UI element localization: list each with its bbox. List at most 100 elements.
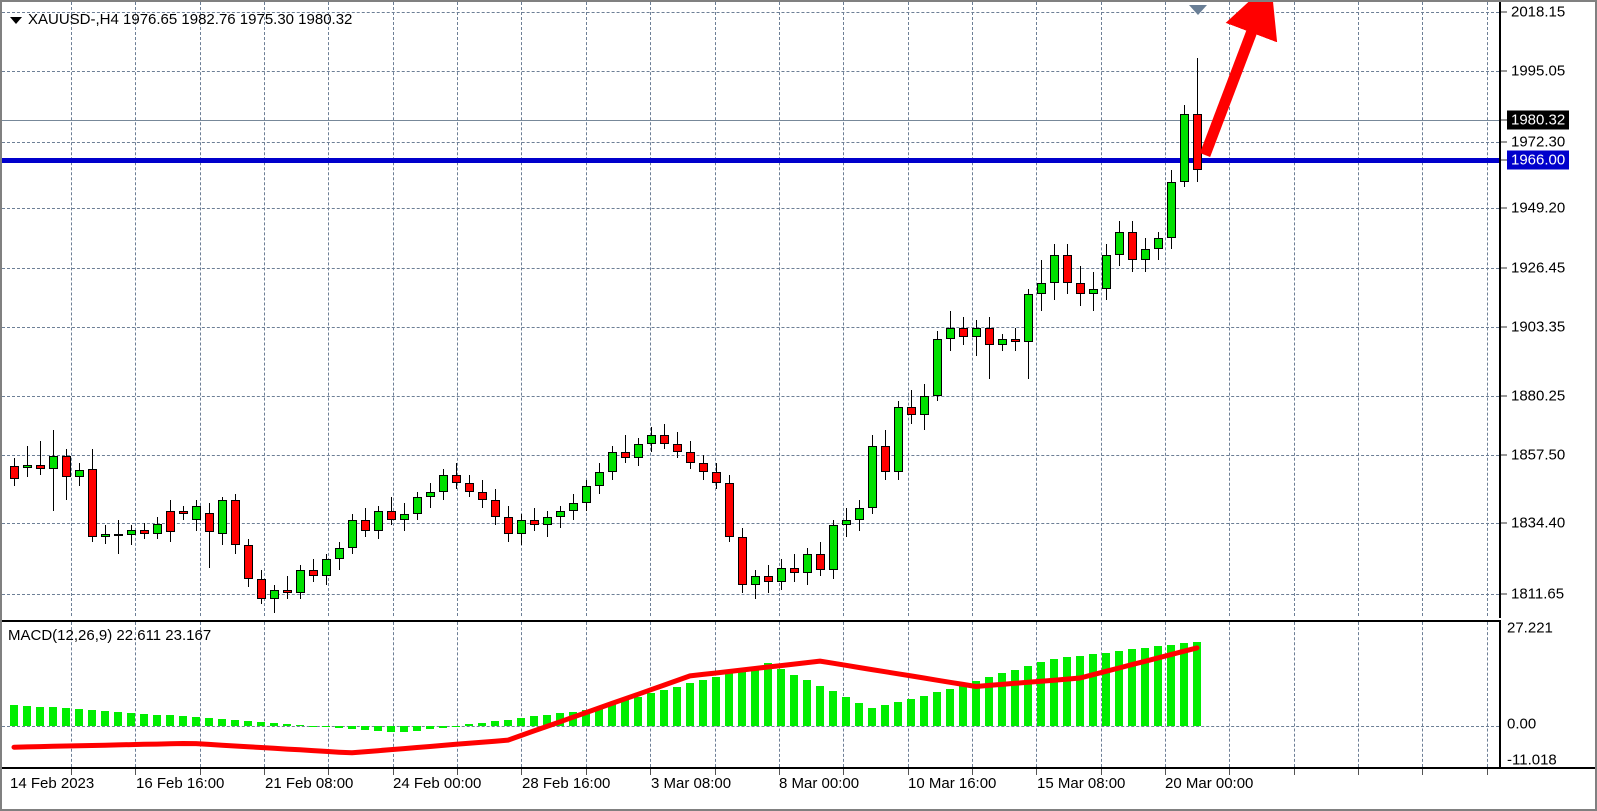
macd-histogram-bar bbox=[1011, 669, 1019, 726]
macd-histogram-bar bbox=[1076, 655, 1084, 726]
macd-histogram-bar bbox=[608, 703, 616, 726]
candlestick-body bbox=[465, 483, 474, 492]
candle-wick bbox=[794, 553, 795, 582]
macd-histogram-bar bbox=[803, 680, 811, 726]
macd-histogram-bar bbox=[348, 726, 356, 729]
chart-symbol-header: XAUUSD-,H4 1976.65 1982.76 1975.30 1980.… bbox=[10, 11, 352, 28]
candlestick-body bbox=[1115, 232, 1124, 255]
candlestick-body bbox=[673, 443, 682, 453]
price-scale-tick bbox=[1501, 395, 1507, 397]
time-axis-tick bbox=[908, 769, 909, 775]
macd-histogram-bar bbox=[1180, 643, 1188, 726]
time-axis-tick bbox=[1358, 769, 1359, 775]
price-gridline-horizontal bbox=[2, 455, 1499, 456]
macd-histogram-bar bbox=[88, 710, 96, 726]
macd-histogram-bar bbox=[231, 719, 239, 726]
time-axis-tick bbox=[843, 769, 844, 775]
time-axis-tick bbox=[715, 769, 716, 775]
time-axis-tick bbox=[521, 769, 522, 775]
candlestick-body bbox=[491, 500, 500, 517]
macd-gridline-vertical bbox=[71, 622, 72, 767]
price-scale-label: 1903.35 bbox=[1511, 318, 1566, 336]
candle-wick bbox=[53, 429, 54, 512]
candlestick-body bbox=[179, 511, 188, 515]
candlestick-body bbox=[686, 452, 695, 464]
macd-histogram-bar bbox=[413, 726, 421, 731]
price-scale-axis[interactable]: 2018.15 1995.05 1980.32 1972.30 1966.00 1949.… bbox=[1501, 2, 1595, 769]
candlestick-body bbox=[270, 590, 279, 599]
candle-wick bbox=[534, 508, 535, 531]
candlestick-body bbox=[75, 470, 84, 478]
candlestick-body bbox=[738, 536, 747, 585]
price-scale-tick bbox=[1501, 593, 1507, 595]
macd-histogram-bar bbox=[1154, 646, 1162, 726]
price-scale-tick bbox=[1501, 141, 1507, 143]
candlestick-body bbox=[1050, 254, 1059, 283]
price-gridline-vertical bbox=[200, 2, 201, 616]
macd-indicator-pane[interactable]: MACD(12,26,9) 22.611 23.167 bbox=[2, 620, 1499, 767]
triangle-down-icon[interactable] bbox=[10, 16, 22, 24]
macd-histogram-bar bbox=[1063, 657, 1071, 726]
macd-histogram-bar bbox=[179, 716, 187, 726]
price-scale-tick bbox=[1501, 207, 1507, 209]
candlestick-body bbox=[959, 328, 968, 337]
candle-wick bbox=[976, 319, 977, 357]
macd-histogram-bar bbox=[1102, 652, 1110, 726]
candlestick-body bbox=[322, 559, 331, 577]
current-price-line[interactable] bbox=[2, 120, 1499, 121]
candlestick-body bbox=[933, 339, 942, 396]
candlestick-body bbox=[348, 519, 357, 548]
candlestick-body bbox=[985, 328, 994, 345]
price-gridline-vertical bbox=[457, 2, 458, 616]
price-gridline-vertical bbox=[650, 2, 651, 616]
time-axis-label: 8 Mar 00:00 bbox=[779, 775, 860, 792]
macd-histogram-bar bbox=[998, 673, 1006, 726]
candlestick-body bbox=[166, 511, 175, 533]
macd-histogram-bar bbox=[751, 666, 759, 726]
candle-wick bbox=[989, 316, 990, 379]
macd-gridline-vertical bbox=[457, 622, 458, 767]
time-axis-tick bbox=[650, 769, 651, 775]
macd-scale-label: 27.221 bbox=[1507, 619, 1553, 637]
candlestick-body bbox=[361, 519, 370, 531]
candlestick-body bbox=[452, 474, 461, 484]
candlestick-body bbox=[1063, 254, 1072, 283]
crosshair-marker-triangle-icon bbox=[1189, 5, 1207, 15]
price-gridline-vertical bbox=[328, 2, 329, 616]
macd-histogram-bar bbox=[673, 686, 681, 726]
candlestick-body bbox=[842, 519, 851, 526]
price-gridline-vertical bbox=[1487, 2, 1488, 616]
time-axis[interactable]: 14 Feb 2023 16 Feb 16:00 21 Feb 08:00 24 Fe… bbox=[2, 767, 1595, 809]
macd-histogram-bar bbox=[400, 726, 408, 733]
support-resistance-line[interactable] bbox=[2, 158, 1499, 163]
price-gridline-horizontal bbox=[2, 12, 1499, 13]
macd-histogram-bar bbox=[686, 683, 694, 726]
candlestick-body bbox=[1037, 282, 1046, 295]
candlestick-body bbox=[582, 485, 591, 503]
macd-histogram-bar bbox=[335, 726, 343, 728]
macd-histogram-bar bbox=[1128, 649, 1136, 726]
macd-gridline-vertical bbox=[328, 622, 329, 767]
macd-gridline-vertical bbox=[1294, 622, 1295, 767]
price-gridline-vertical bbox=[908, 2, 909, 616]
time-axis-label: 14 Feb 2023 bbox=[10, 775, 95, 792]
candlestick-body bbox=[1089, 288, 1098, 295]
price-gridline-vertical bbox=[779, 2, 780, 616]
macd-histogram-bar bbox=[907, 698, 915, 726]
candlestick-body bbox=[218, 500, 227, 534]
candlestick-body bbox=[309, 570, 318, 577]
price-gridline-vertical bbox=[521, 2, 522, 616]
price-chart-pane[interactable]: XAUUSD-,H4 1976.65 1982.76 1975.30 1980.… bbox=[2, 2, 1499, 616]
macd-histogram-bar bbox=[920, 695, 928, 726]
macd-gridline-vertical bbox=[135, 622, 136, 767]
macd-histogram-bar bbox=[868, 708, 876, 726]
price-gridline-vertical bbox=[71, 2, 72, 616]
price-gridline-vertical bbox=[393, 2, 394, 616]
candlestick-body bbox=[36, 464, 45, 469]
macd-gridline-vertical bbox=[1165, 622, 1166, 767]
macd-histogram-bar bbox=[62, 708, 70, 726]
price-gridline-vertical bbox=[1101, 2, 1102, 616]
time-axis-label: 28 Feb 16:00 bbox=[522, 775, 611, 792]
price-gridline-vertical bbox=[715, 2, 716, 616]
time-axis-tick bbox=[1229, 769, 1230, 775]
